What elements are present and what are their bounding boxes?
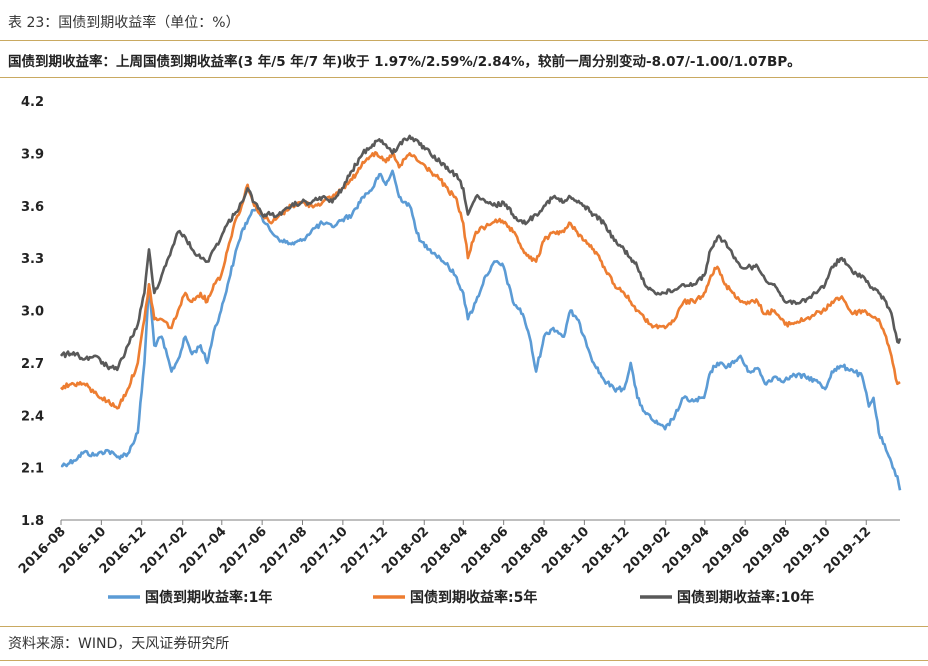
summary-rule [0, 77, 928, 78]
table-caption: 表 23：国债到期收益率（单位：%） [8, 15, 240, 31]
x-axis: 2016-082016-102016-122017-022017-042017-… [16, 519, 900, 577]
y-tick-label: 3.6 [21, 200, 44, 215]
y-tick-label: 3.3 [21, 252, 44, 267]
y-axis: 4.2 3.9 3.6 3.3 3.0 2.7 2.4 2.1 1.8 [21, 95, 44, 529]
source-rule [0, 626, 928, 627]
y-tick-label: 4.2 [21, 95, 44, 110]
source-note: 资料来源：WIND，天风证券研究所 [8, 636, 230, 652]
legend-label: 国债到期收益率:10年 [677, 589, 814, 606]
y-tick-label: 2.4 [21, 409, 44, 424]
series-line [60, 169, 902, 491]
series-line [60, 151, 901, 410]
y-tick-label: 3.0 [21, 305, 44, 320]
legend-label: 国债到期收益率:1年 [145, 589, 272, 606]
series-line [59, 134, 902, 372]
summary-text: 国债到期收益率：上周国债到期收益率(3 年/5 年/7 年)收于 1.97%/2… [8, 54, 801, 70]
y-tick-label: 2.7 [21, 357, 44, 372]
caption-rule [0, 40, 928, 41]
y-tick-label: 2.1 [21, 462, 44, 477]
legend-label: 国债到期收益率:5年 [410, 589, 537, 606]
legend: 国债到期收益率:1年 国债到期收益率:5年 国债到期收益率:10年 [108, 589, 814, 606]
series-layer [59, 134, 902, 491]
y-tick-label: 1.8 [21, 514, 44, 529]
bottom-rule [0, 660, 928, 661]
y-tick-label: 3.9 [21, 147, 44, 162]
